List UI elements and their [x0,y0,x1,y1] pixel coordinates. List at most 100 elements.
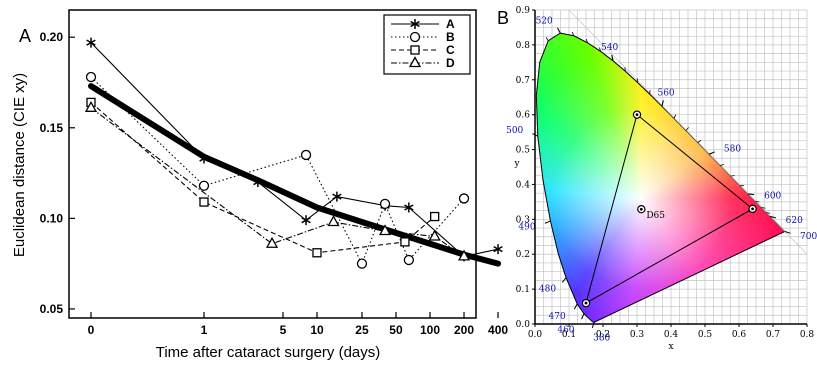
locus-minor-tick [585,38,588,43]
legend-frame [383,14,471,75]
locus-minor-tick [673,114,677,119]
wavelength-label: 560 [657,89,674,99]
data-point-A [404,202,414,213]
locus-minor-tick [766,212,771,214]
data-point-D [457,249,471,261]
x-tick-label: 5 [280,323,287,337]
asterisk-stroke [301,217,311,224]
y-tick-label: 0.15 [40,121,64,135]
asterisk-stroke [253,178,263,186]
x-tick-label: 0.2 [596,330,610,340]
locus-minor-tick [599,47,601,52]
locus-minor-tick [545,37,549,41]
y-tick-label: 0.8 [516,41,531,51]
wavelength-label: 520 [536,17,553,27]
panel-a-chart: A 0 1 5 10 25 50 100 200 400 0.05 0.10 0.15 0.20 Tim… [11,9,508,361]
data-point-A [332,191,342,202]
diagonal-line [568,9,808,255]
y-tick-label: 0.0 [516,320,531,330]
asterisk-stroke [410,20,420,28]
panel-b-chart: B 380 460 470 480 490 500 520 540 560 580 600 620 70… [497,6,817,352]
legend-label-B: B [446,30,455,44]
white-point-label: D65 [646,211,665,221]
data-point-B [379,198,391,210]
data-point-B [403,254,415,266]
legend-label-D: D [446,56,455,70]
data-point-D [327,215,340,227]
data-point-A [493,244,503,255]
wavelength-label: 480 [539,285,556,295]
data-point-A [199,153,209,164]
wavelength-label: 500 [506,126,523,136]
wavelength-tick [784,230,791,234]
legend-label-C: C [446,43,455,57]
panel-a-y-axis-label: Euclidean distance (CIE xy) [11,73,28,257]
primary-point-dot [751,207,754,211]
asterisk-stroke [404,204,414,211]
panel-a-x-axis-label: Time after cataract surgery (days) [156,344,381,361]
fit-curve [88,83,502,267]
data-point-D [265,236,279,248]
y-tick-label: 0.4 [516,180,531,190]
panel-a-label: A [19,26,31,46]
y-tick-label: 0.3 [516,215,531,225]
gamut-triangle [585,113,754,305]
y-tick-label: 0.6 [516,111,531,121]
series-D [84,100,471,261]
x-tick-label: 50 [389,323,403,337]
panel-a-plot-frame [68,9,477,319]
x-tick-label: 200 [454,323,474,337]
y-tick-label: 0.05 [40,302,64,316]
data-point-A [253,177,263,188]
panel-b-y-axis-label: y [513,159,520,169]
x-tick-label: 0.8 [800,330,815,340]
panel-b-x-axis-label: x [668,342,673,352]
data-point-D [378,224,392,236]
x-tick-label: 0.1 [562,330,576,340]
x-tick-label: 25 [355,323,369,337]
locus-minor-tick [611,56,614,61]
locus-minor-tick [709,152,714,155]
x-tick-label: 0.4 [664,330,679,340]
wavelength-tick [581,313,585,320]
x-tick-label: 0 [88,323,95,337]
data-point-B [356,258,368,269]
y-tick-label: 0.7 [516,76,531,86]
legend-marker-C [410,45,420,55]
legend-marker-A [410,19,420,29]
locus-minor-tick [755,201,760,203]
series-C [86,97,440,258]
data-point-B [300,149,312,161]
asterisk-stroke [332,193,342,200]
panel-b-label: B [497,8,509,28]
locus-minor-tick [685,127,689,131]
legend-label-A: A [446,17,455,31]
data-point-A [301,215,311,226]
asterisk-stroke [493,246,503,253]
primary-point-dot [635,113,639,117]
white-point-dot [639,207,643,211]
wavelength-label: 470 [549,312,566,322]
wavelength-label: 600 [764,191,781,201]
y-tick-label: 0.5 [516,146,531,156]
data-point-B [85,71,97,83]
wavelength-tick [544,220,551,224]
x-tick-label: 400 [488,323,508,337]
x-tick-label: 0.0 [528,330,543,340]
data-point-B [198,180,210,191]
locus-minor-tick [720,164,725,166]
asterisk-stroke [86,39,96,46]
wavelength-label: 580 [724,145,741,155]
locus-minor-tick [770,216,775,218]
locus-minor-tick [558,29,561,34]
wavelength-tick [561,277,567,283]
data-point-B [458,193,470,204]
asterisk-stroke [199,155,209,162]
y-tick-label: 0.10 [40,211,64,225]
wavelength-label: 490 [518,222,535,232]
x-tick-label: 100 [420,323,440,337]
x-tick-label: 10 [310,323,324,337]
wavelength-tick [573,303,578,310]
wavelength-label: 540 [601,43,618,53]
